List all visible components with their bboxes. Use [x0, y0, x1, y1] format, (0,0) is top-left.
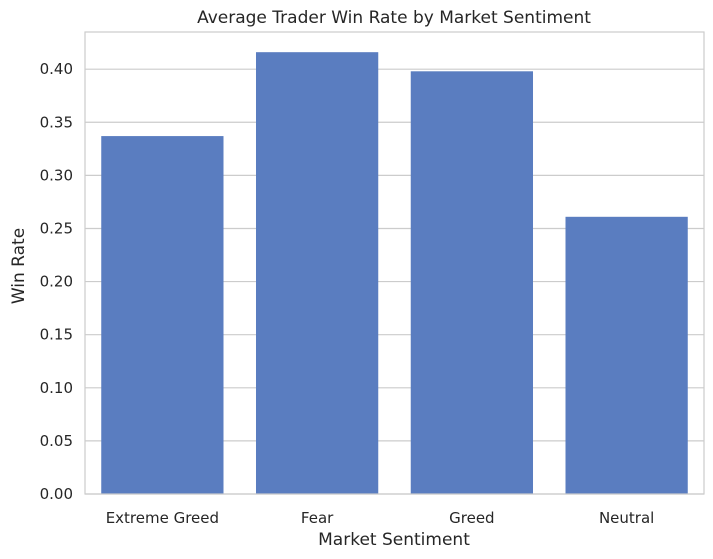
- x-tick-label: Fear: [301, 509, 334, 527]
- bar-fear: [255, 52, 379, 494]
- bar-extreme-greed: [101, 136, 224, 494]
- y-tick-labels: 0.00 0.05 0.10 0.15 0.20 0.25 0.30 0.35 0.40: [40, 60, 73, 503]
- x-tick-labels: Extreme Greed Fear Greed Neutral: [106, 509, 655, 527]
- y-axis-label: Win Rate: [9, 228, 29, 304]
- y-tick-label: 0.30: [40, 166, 73, 184]
- y-tick-label: 0.25: [40, 219, 73, 237]
- chart-title: Average Trader Win Rate by Market Sentim…: [197, 8, 591, 28]
- x-tick-label: Neutral: [599, 509, 654, 527]
- y-tick-label: 0.35: [40, 113, 73, 131]
- x-tick-label: Extreme Greed: [106, 509, 219, 527]
- x-tick-label: Greed: [449, 509, 494, 527]
- y-tick-label: 0.05: [40, 432, 73, 450]
- y-tick-label: 0.00: [40, 485, 73, 503]
- bars: [101, 52, 688, 495]
- y-tick-label: 0.15: [40, 326, 73, 344]
- plot-frame: [84, 31, 705, 495]
- bar-neutral: [565, 216, 688, 495]
- y-tick-label: 0.20: [40, 273, 73, 291]
- y-tick-label: 0.10: [40, 379, 73, 397]
- x-axis-label: Market Sentiment: [318, 530, 470, 550]
- y-tick-label: 0.40: [40, 60, 73, 78]
- bar-greed: [410, 71, 534, 494]
